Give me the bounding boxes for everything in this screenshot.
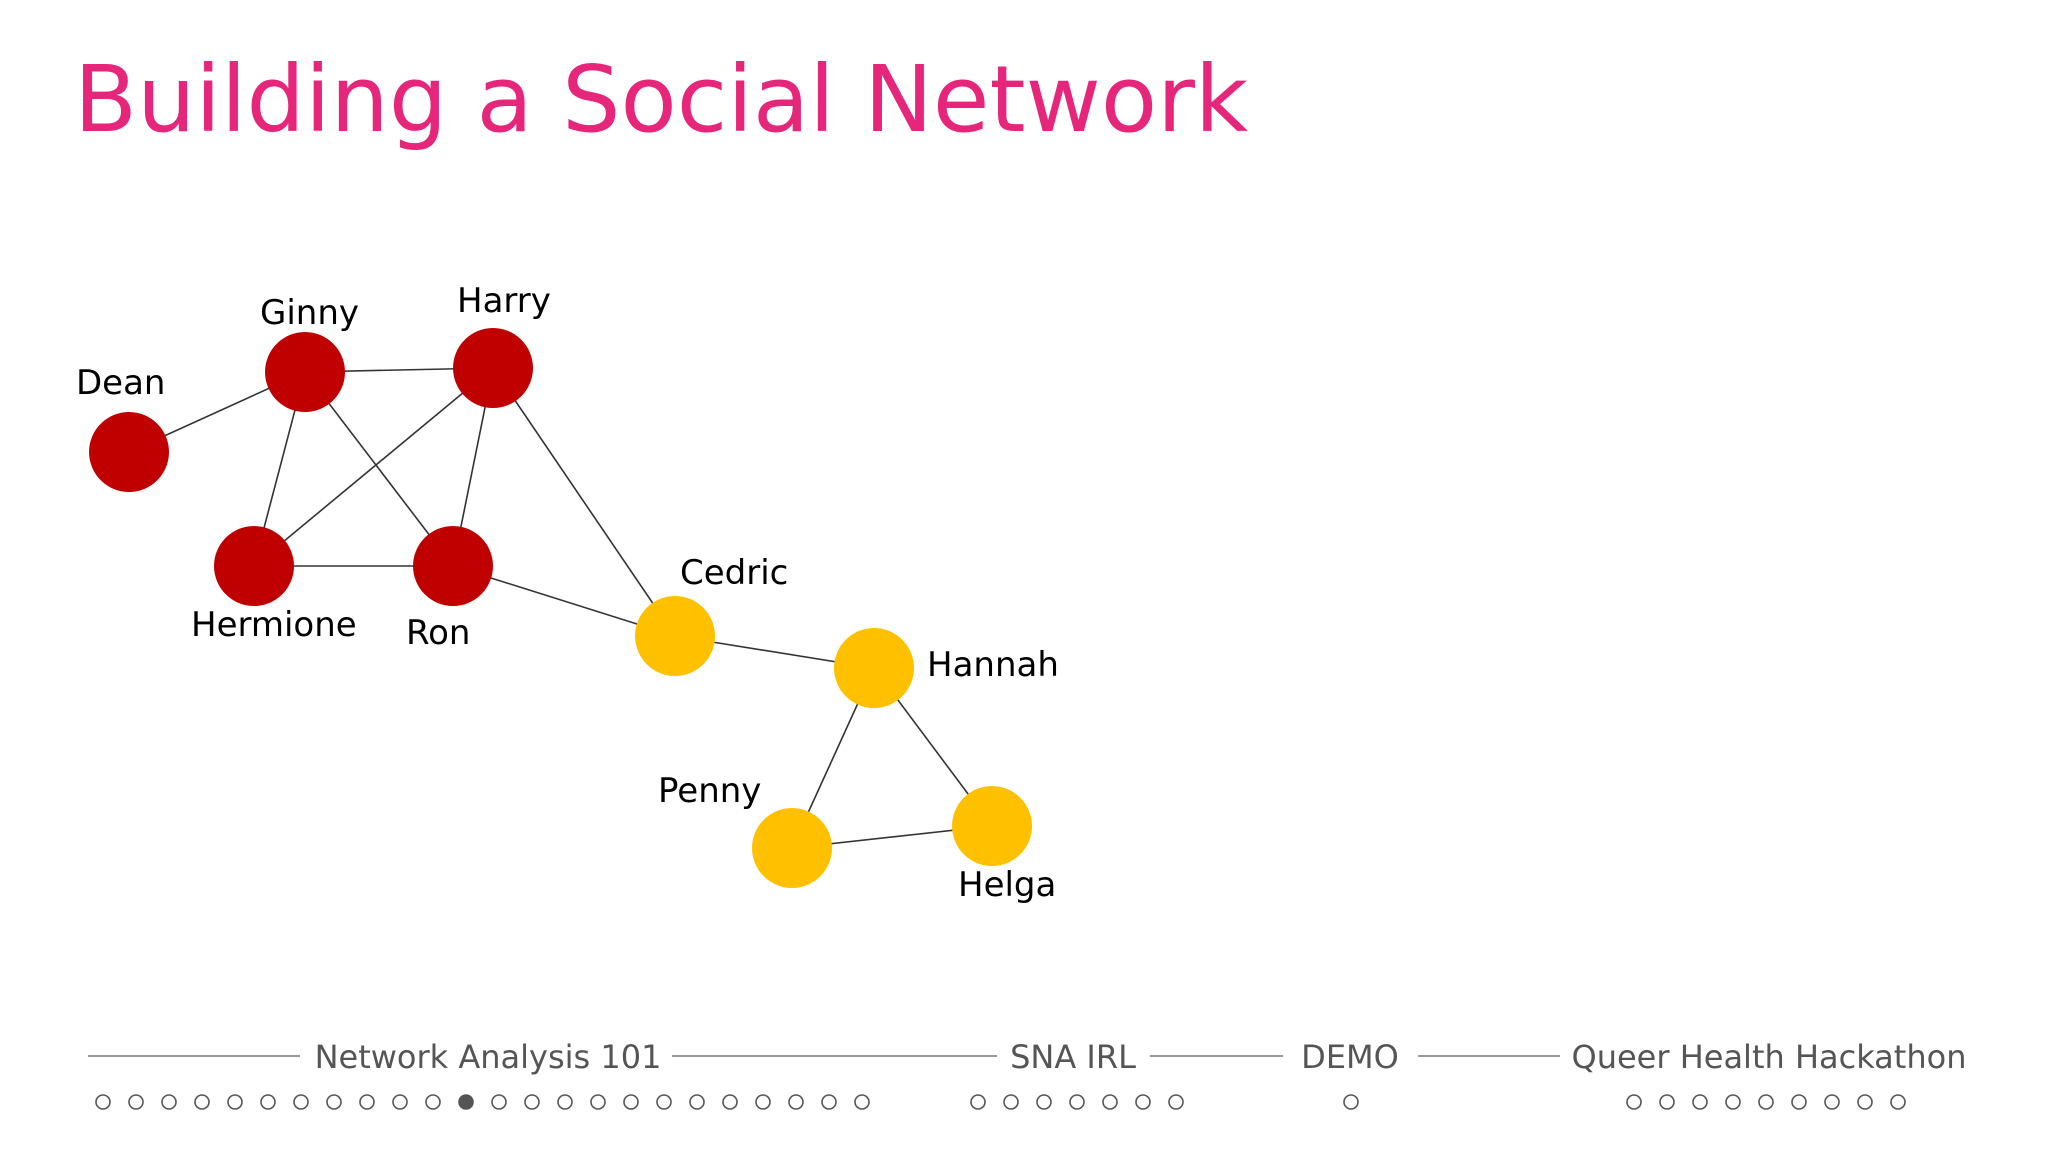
nav-dot[interactable] bbox=[821, 1094, 837, 1110]
nav-dot[interactable] bbox=[1692, 1094, 1708, 1110]
nav-dot[interactable] bbox=[95, 1094, 111, 1110]
nav-dot[interactable] bbox=[524, 1094, 540, 1110]
node-hermione bbox=[214, 526, 294, 606]
nav-dot[interactable] bbox=[970, 1094, 986, 1110]
node-hannah bbox=[834, 628, 914, 708]
nav-dot[interactable] bbox=[557, 1094, 573, 1110]
nav-dot[interactable] bbox=[1758, 1094, 1774, 1110]
edge-ginny-ron bbox=[304, 371, 454, 567]
slide-title: Building a Social Network bbox=[74, 46, 1249, 153]
node-label-ron: Ron bbox=[406, 613, 470, 653]
nav-dot[interactable] bbox=[854, 1094, 870, 1110]
node-label-helga: Helga bbox=[958, 865, 1056, 905]
nav-dot[interactable] bbox=[1343, 1094, 1359, 1110]
nav-dot[interactable] bbox=[326, 1094, 342, 1110]
nav-section-label-3[interactable]: Queer Health Hackathon bbox=[1572, 1038, 1967, 1076]
nav-dot[interactable] bbox=[359, 1094, 375, 1110]
edge-harry-cedric bbox=[492, 367, 676, 637]
node-dean bbox=[89, 412, 169, 492]
nav-dot[interactable] bbox=[1725, 1094, 1741, 1110]
nav-dot[interactable] bbox=[1168, 1094, 1184, 1110]
nav-dot[interactable] bbox=[755, 1094, 771, 1110]
nav-dot[interactable] bbox=[1626, 1094, 1642, 1110]
node-helga bbox=[952, 786, 1032, 866]
nav-dot[interactable] bbox=[491, 1094, 507, 1110]
node-label-harry: Harry bbox=[457, 281, 551, 321]
nav-dot[interactable] bbox=[656, 1094, 672, 1110]
nav-dot[interactable] bbox=[128, 1094, 144, 1110]
nav-dot[interactable] bbox=[194, 1094, 210, 1110]
nav-dot[interactable] bbox=[1824, 1094, 1840, 1110]
nav-dot[interactable] bbox=[1135, 1094, 1151, 1110]
nav-dot[interactable] bbox=[425, 1094, 441, 1110]
node-ron bbox=[413, 526, 493, 606]
nav-section-label-1[interactable]: SNA IRL bbox=[1010, 1038, 1136, 1076]
nav-dot[interactable] bbox=[161, 1094, 177, 1110]
node-label-dean: Dean bbox=[76, 363, 165, 403]
nav-dot[interactable] bbox=[260, 1094, 276, 1110]
nav-dot[interactable] bbox=[590, 1094, 606, 1110]
nav-section-label-2[interactable]: DEMO bbox=[1301, 1038, 1399, 1076]
nav-section-label-0[interactable]: Network Analysis 101 bbox=[315, 1038, 662, 1076]
nav-dot[interactable] bbox=[1102, 1094, 1118, 1110]
nav-dot[interactable] bbox=[1791, 1094, 1807, 1110]
nav-dot[interactable] bbox=[1659, 1094, 1675, 1110]
nav-dot-current[interactable] bbox=[458, 1094, 474, 1110]
node-ginny bbox=[265, 332, 345, 412]
nav-dot[interactable] bbox=[1890, 1094, 1906, 1110]
nav-dot[interactable] bbox=[1036, 1094, 1052, 1110]
node-label-hannah: Hannah bbox=[927, 645, 1059, 685]
node-penny bbox=[752, 808, 832, 888]
nav-dot[interactable] bbox=[689, 1094, 705, 1110]
nav-dot[interactable] bbox=[392, 1094, 408, 1110]
node-label-hermione: Hermione bbox=[191, 605, 357, 645]
network-nodes bbox=[89, 328, 1032, 888]
nav-dot[interactable] bbox=[623, 1094, 639, 1110]
nav-dot[interactable] bbox=[227, 1094, 243, 1110]
nav-dot[interactable] bbox=[293, 1094, 309, 1110]
node-label-cedric: Cedric bbox=[680, 553, 788, 593]
node-label-ginny: Ginny bbox=[260, 293, 359, 333]
edge-harry-hermione bbox=[253, 367, 494, 567]
nav-slide-dots bbox=[95, 1094, 1906, 1110]
nav-dot[interactable] bbox=[1857, 1094, 1873, 1110]
nav-dot[interactable] bbox=[722, 1094, 738, 1110]
network-labels: Dean Ginny Harry Hermione Ron Cedric Hannah Pen… bbox=[76, 281, 1059, 905]
node-cedric bbox=[635, 596, 715, 676]
nav-dot[interactable] bbox=[1069, 1094, 1085, 1110]
node-label-penny: Penny bbox=[658, 771, 761, 811]
nav-section-labels: Network Analysis 101 SNA IRL DEMO Queer Hea… bbox=[315, 1038, 1967, 1076]
node-harry bbox=[453, 328, 533, 408]
nav-dot[interactable] bbox=[1003, 1094, 1019, 1110]
nav-dot[interactable] bbox=[788, 1094, 804, 1110]
